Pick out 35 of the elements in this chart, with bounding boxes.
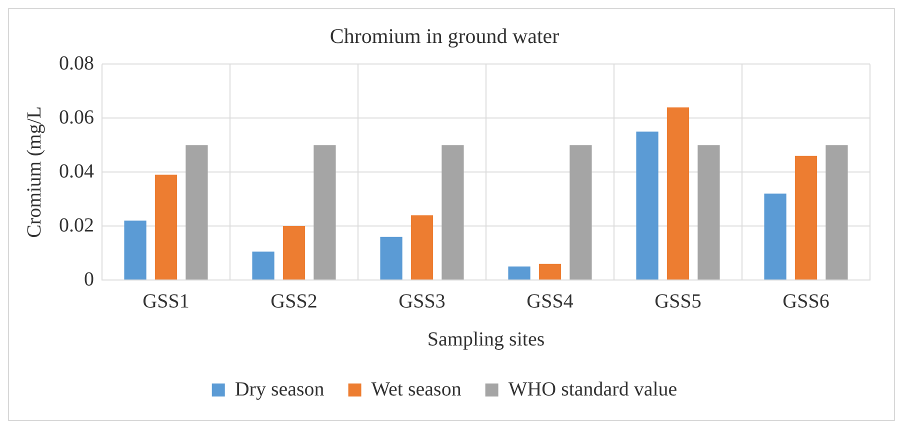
x-tick-label: GSS2 [270, 290, 318, 312]
bar [410, 215, 434, 280]
x-tick-label: GSS1 [142, 290, 190, 312]
bar [794, 156, 818, 280]
legend-label: WHO standard value [508, 378, 678, 400]
y-axis-title: Cromium (mg/L [23, 106, 46, 238]
bar [380, 236, 402, 280]
bar [570, 145, 592, 280]
x-tick-label: GSS3 [398, 290, 446, 312]
x-tick-label: GSS6 [782, 290, 830, 312]
bar [124, 220, 146, 280]
bar [826, 145, 848, 280]
bar [282, 226, 306, 280]
bar [698, 145, 720, 280]
bar [666, 107, 690, 280]
bar [442, 145, 464, 280]
legend-label: Wet season [371, 378, 462, 400]
x-axis-title: Sampling sites [427, 328, 545, 350]
y-tick-label: 0.04 [59, 160, 94, 182]
y-tick-label: 0.06 [59, 106, 94, 128]
chart-title: Chromium in ground water [330, 24, 560, 48]
bar [538, 264, 562, 280]
bar [636, 132, 658, 280]
bar [186, 145, 208, 280]
x-tick-label: GSS5 [654, 290, 702, 312]
y-tick-label: 0.08 [59, 52, 94, 74]
bar [508, 266, 530, 280]
bar [252, 252, 274, 280]
bar [314, 145, 336, 280]
bar [764, 194, 786, 280]
y-tick-label: 0.02 [59, 214, 94, 236]
x-tick-label: GSS4 [526, 290, 574, 312]
y-tick-label: 0 [84, 268, 94, 290]
legend-label: Dry season [234, 378, 324, 400]
bar [154, 174, 178, 280]
